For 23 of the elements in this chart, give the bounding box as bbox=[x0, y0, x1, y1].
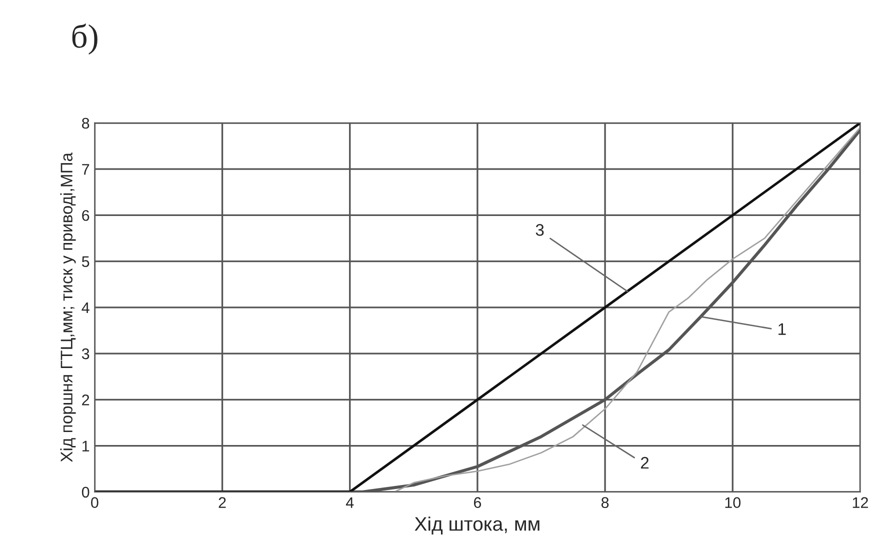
chart-title: б) bbox=[72, 24, 98, 55]
x-tick-label: 12 bbox=[852, 497, 868, 508]
x-tick-label: 0 bbox=[91, 497, 98, 508]
y-axis-title: Хід поршня ГТЦ,мм; тиск у приводі,МПа bbox=[60, 152, 76, 462]
y-tick-label: 1 bbox=[82, 440, 90, 452]
annotation: 1 bbox=[778, 323, 786, 335]
y-tick-label: 4 bbox=[82, 302, 90, 313]
y-tick-label: 3 bbox=[82, 348, 90, 360]
x-tick-label: 8 bbox=[601, 497, 609, 508]
y-tick-label: 0 bbox=[82, 486, 90, 498]
annotation: 2 bbox=[640, 456, 649, 469]
x-axis-title: Хід штока, мм bbox=[414, 516, 540, 535]
y-tick-label: 8 bbox=[82, 118, 90, 129]
x-tick-label: 10 bbox=[725, 497, 741, 508]
x-tick-label: 4 bbox=[346, 497, 354, 508]
y-tick-label: 6 bbox=[82, 210, 90, 221]
line-series bbox=[394, 126, 860, 492]
x-tick-label: 2 bbox=[218, 497, 226, 508]
annotation: 3 bbox=[536, 224, 544, 236]
y-tick-label: 7 bbox=[82, 164, 90, 175]
y-tick-label: 2 bbox=[82, 394, 90, 406]
x-tick-label: 6 bbox=[474, 497, 482, 508]
y-tick-label: 5 bbox=[82, 256, 90, 268]
